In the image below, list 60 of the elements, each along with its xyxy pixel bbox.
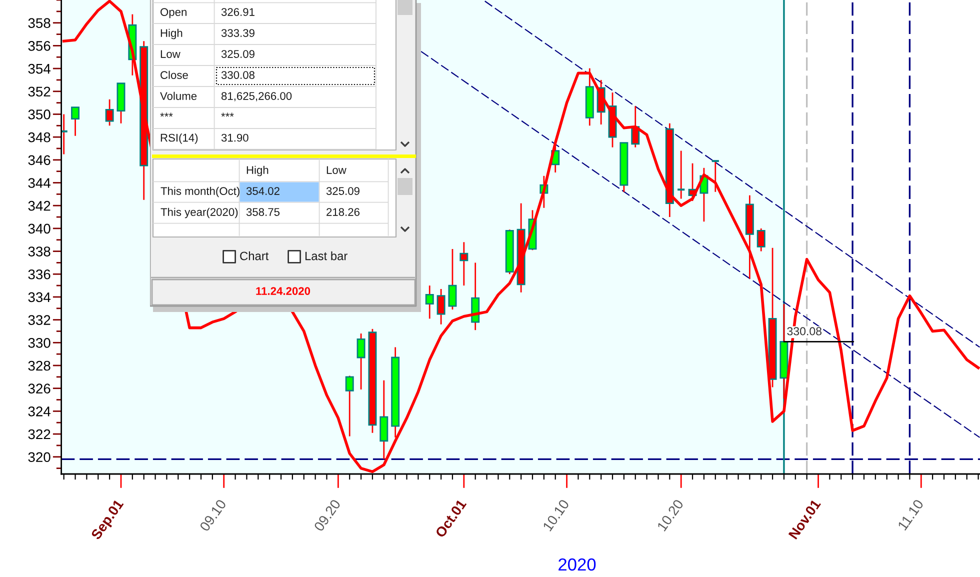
annotation: This month(Oct) xyxy=(160,186,240,198)
annotation: High xyxy=(160,28,182,40)
candlestick xyxy=(436,288,446,326)
annotation: 325.09 xyxy=(221,50,254,58)
candlestick xyxy=(380,380,388,460)
candlestick xyxy=(448,248,457,310)
candlestick xyxy=(460,241,468,286)
y-tick-label: 336 xyxy=(28,269,50,280)
candlestick xyxy=(425,284,434,320)
candlestick xyxy=(678,150,685,200)
annotation: 81,625,266.00 xyxy=(221,92,292,102)
y-tick-label: 334 xyxy=(28,292,50,302)
y-tick-label: 328 xyxy=(28,360,50,371)
annotation: 333.39 xyxy=(221,29,254,37)
y-tick-label: 326 xyxy=(28,384,50,394)
annotation: Chart xyxy=(240,251,269,260)
annotation: Close xyxy=(160,70,188,79)
y-tick-label: 354 xyxy=(28,64,50,74)
y-tick-label: 324 xyxy=(28,406,50,416)
annotation: 330.08 xyxy=(221,71,254,79)
y-tick-label: 350 xyxy=(28,110,50,120)
candlestick xyxy=(712,160,719,193)
y-tick-label: 320 xyxy=(28,452,50,462)
annotation: *** xyxy=(221,112,234,117)
y-tick-label: 346 xyxy=(28,155,50,166)
annotation: Last bar xyxy=(305,251,348,260)
annotation: RSI(14) xyxy=(160,134,198,144)
annotation: 354.02 xyxy=(246,187,280,195)
candlestick xyxy=(105,98,114,126)
y-tick-label: 356 xyxy=(28,41,50,51)
annotation: Open xyxy=(160,8,186,18)
y-tick-label: 338 xyxy=(28,246,50,256)
y-tick-label: 332 xyxy=(28,315,50,325)
y-tick-label: 348 xyxy=(28,132,50,142)
candlestick xyxy=(756,228,766,252)
annotation: 326.91 xyxy=(221,8,254,16)
annotation: 358.75 xyxy=(246,208,280,216)
y-tick-label: 342 xyxy=(28,200,50,211)
annotation: This year(2020) xyxy=(160,208,238,218)
annotation: 325.09 xyxy=(326,187,360,195)
candlestick xyxy=(471,262,480,331)
candlestick xyxy=(356,332,366,390)
y-tick-label: 358 xyxy=(28,18,50,28)
annotation: 11.24.2020 xyxy=(256,287,310,295)
annotation: 330.08 xyxy=(787,327,822,336)
annotation: Low xyxy=(160,50,180,58)
y-tick-label: 322 xyxy=(28,429,50,440)
y-tick-label: 340 xyxy=(28,224,50,234)
candlestick xyxy=(71,106,80,137)
annotation: Low xyxy=(326,166,346,174)
annotation: 218.26 xyxy=(326,208,360,216)
annotation: High xyxy=(246,166,268,176)
annotation: Volume xyxy=(160,92,197,100)
y-tick-label: 344 xyxy=(28,178,50,188)
y-tick-label: 352 xyxy=(28,86,50,97)
y-tick-label: 330 xyxy=(28,338,50,348)
x-axis-title: 2020 xyxy=(558,558,596,571)
annotation: *** xyxy=(160,112,173,117)
annotation: 31.90 xyxy=(221,134,248,142)
candlestick xyxy=(345,375,354,438)
